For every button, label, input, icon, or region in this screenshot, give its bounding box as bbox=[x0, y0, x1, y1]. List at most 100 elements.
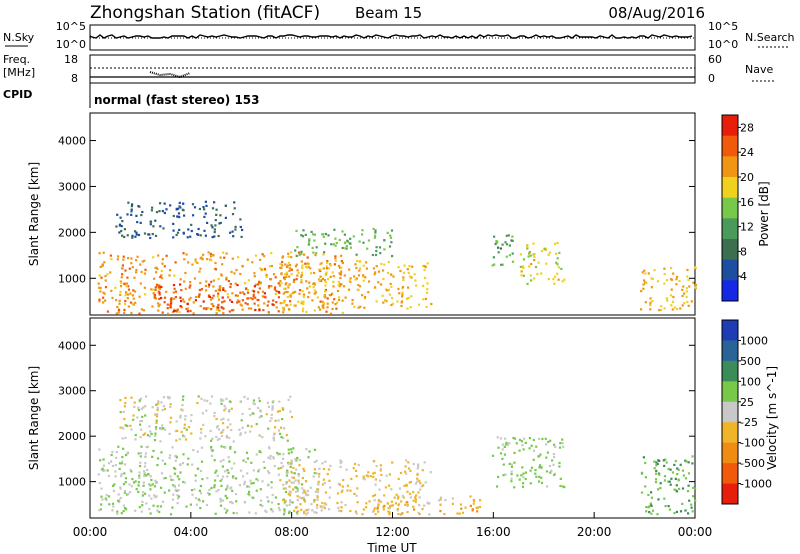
power-cell bbox=[328, 294, 331, 297]
velocity-cell bbox=[219, 504, 223, 507]
velocity-cell bbox=[377, 503, 380, 506]
velocity-cell bbox=[200, 446, 204, 449]
power-cell bbox=[261, 253, 264, 256]
power-cell bbox=[307, 242, 311, 245]
velocity-cell bbox=[289, 499, 292, 502]
power-cell bbox=[286, 290, 289, 294]
power-cell bbox=[262, 309, 265, 312]
power-cell bbox=[232, 309, 235, 312]
power-cell bbox=[200, 288, 203, 291]
velocity-cell bbox=[174, 467, 177, 470]
velocity-cell bbox=[228, 409, 231, 412]
power-cell bbox=[163, 296, 167, 299]
power-cell bbox=[117, 309, 121, 312]
velocity-cell bbox=[148, 425, 151, 428]
power-colorbar-tick-label: 4 bbox=[740, 270, 747, 283]
velocity-cell bbox=[675, 484, 678, 487]
power-cell bbox=[281, 260, 284, 264]
power-cell bbox=[136, 221, 139, 224]
velocity-cell bbox=[355, 494, 358, 497]
power-cell bbox=[194, 258, 197, 261]
velocity-cell bbox=[146, 434, 150, 437]
velocity-cell bbox=[145, 445, 148, 449]
power-cell bbox=[658, 309, 661, 312]
power-cell bbox=[388, 293, 391, 296]
power-cell bbox=[308, 285, 311, 288]
power-cell bbox=[642, 283, 645, 286]
power-cell bbox=[316, 296, 319, 299]
power-cell bbox=[120, 229, 123, 233]
power-cell bbox=[528, 251, 531, 254]
velocity-cell bbox=[396, 509, 399, 512]
power-cell bbox=[139, 282, 142, 285]
power-cell bbox=[168, 274, 171, 277]
velocity-cell bbox=[114, 475, 117, 478]
power-cell bbox=[683, 302, 686, 305]
velocity-cell bbox=[215, 435, 218, 439]
power-cell bbox=[119, 290, 122, 293]
power-cell bbox=[401, 291, 404, 294]
power-cell bbox=[235, 269, 238, 272]
velocity-cell bbox=[137, 481, 140, 484]
velocity-cell bbox=[137, 408, 140, 412]
power-cell bbox=[261, 290, 265, 293]
velocity-cell bbox=[217, 488, 220, 492]
velocity-cell bbox=[377, 504, 380, 507]
velocity-cell bbox=[288, 490, 291, 493]
nsky-tick-top: 10^5 bbox=[56, 20, 86, 33]
power-cell bbox=[241, 264, 244, 268]
power-cell bbox=[552, 278, 555, 281]
power-cell bbox=[117, 255, 120, 258]
velocity-cell bbox=[356, 501, 359, 504]
velocity-colorbar-segment bbox=[722, 422, 738, 444]
velocity-cell bbox=[356, 487, 359, 490]
power-cell bbox=[252, 295, 255, 298]
power-cell bbox=[337, 280, 341, 283]
power-cell bbox=[130, 257, 133, 260]
power-cell bbox=[493, 263, 496, 266]
velocity-cell bbox=[258, 450, 261, 453]
velocity-cell bbox=[655, 469, 658, 472]
velocity-cell bbox=[162, 477, 166, 480]
power-cell bbox=[356, 260, 359, 263]
power-cell bbox=[169, 204, 172, 207]
power-cell bbox=[324, 284, 327, 287]
velocity-cell bbox=[428, 502, 431, 505]
power-cell bbox=[526, 245, 529, 248]
power-cell bbox=[246, 303, 249, 306]
velocity-cell bbox=[314, 490, 317, 493]
freq-tick-bottom: 8 bbox=[71, 72, 78, 85]
power-cell bbox=[267, 300, 270, 303]
power-cell bbox=[169, 302, 173, 305]
power-cell bbox=[172, 229, 175, 232]
power-cell bbox=[307, 243, 310, 246]
power-cell bbox=[215, 213, 218, 216]
velocity-cell bbox=[282, 436, 285, 440]
velocity-cell bbox=[277, 473, 281, 476]
power-cell bbox=[355, 253, 358, 256]
velocity-cell bbox=[262, 460, 265, 463]
velocity-cell bbox=[116, 512, 119, 515]
power-cell bbox=[189, 281, 192, 284]
velocity-cell bbox=[253, 403, 256, 406]
velocity-cell bbox=[394, 502, 398, 505]
power-cell bbox=[229, 299, 232, 302]
power-cell bbox=[337, 264, 341, 268]
velocity-cell bbox=[405, 459, 408, 462]
velocity-cell bbox=[373, 507, 376, 510]
power-colorbar-tick-label: 12 bbox=[740, 221, 754, 234]
power-cell bbox=[392, 275, 395, 278]
power-colorbar-segment bbox=[722, 135, 738, 157]
velocity-cell bbox=[285, 474, 288, 477]
velocity-cell bbox=[279, 432, 282, 435]
power-cell bbox=[313, 309, 316, 312]
velocity-cell bbox=[549, 439, 552, 442]
velocity-cell bbox=[238, 484, 242, 487]
velocity-colorbar-tick-label: 100 bbox=[740, 375, 761, 388]
velocity-cell bbox=[138, 471, 141, 474]
velocity-cell bbox=[303, 489, 306, 492]
power-cell bbox=[332, 280, 335, 283]
power-cell bbox=[289, 303, 292, 306]
velocity-cell bbox=[151, 455, 154, 458]
velocity-cell bbox=[549, 471, 552, 474]
